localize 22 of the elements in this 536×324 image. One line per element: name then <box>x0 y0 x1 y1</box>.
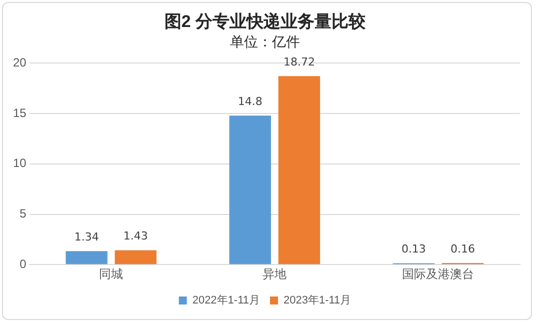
x-tick-label: 国际及港澳台 <box>402 267 474 282</box>
y-tick-label: 0 <box>20 256 27 271</box>
data-label: 18.72 <box>283 55 315 68</box>
legend-label: 2023年1-11月 <box>284 294 352 307</box>
y-tick-label: 15 <box>12 106 27 120</box>
bar <box>114 250 157 264</box>
chart-subtitle: 单位：亿件 <box>230 34 300 50</box>
data-label: 14.8 <box>238 94 262 108</box>
data-label: 1.43 <box>123 230 148 243</box>
data-label: 0.13 <box>401 242 426 256</box>
chart-title: 图2 分专业快递业务量比较 <box>164 12 367 31</box>
bar <box>229 116 271 264</box>
bar <box>278 76 320 264</box>
y-tick-label: 10 <box>12 156 27 170</box>
data-label: 1.34 <box>74 230 99 244</box>
x-tick-label: 同城 <box>99 267 124 282</box>
x-tick-label: 异地 <box>262 267 287 282</box>
legend-label: 2022年1-11月 <box>192 294 260 307</box>
y-tick-label: 5 <box>20 206 27 221</box>
bar <box>66 251 108 264</box>
y-tick-label: 20 <box>12 56 27 70</box>
data-label: 0.16 <box>450 242 476 256</box>
